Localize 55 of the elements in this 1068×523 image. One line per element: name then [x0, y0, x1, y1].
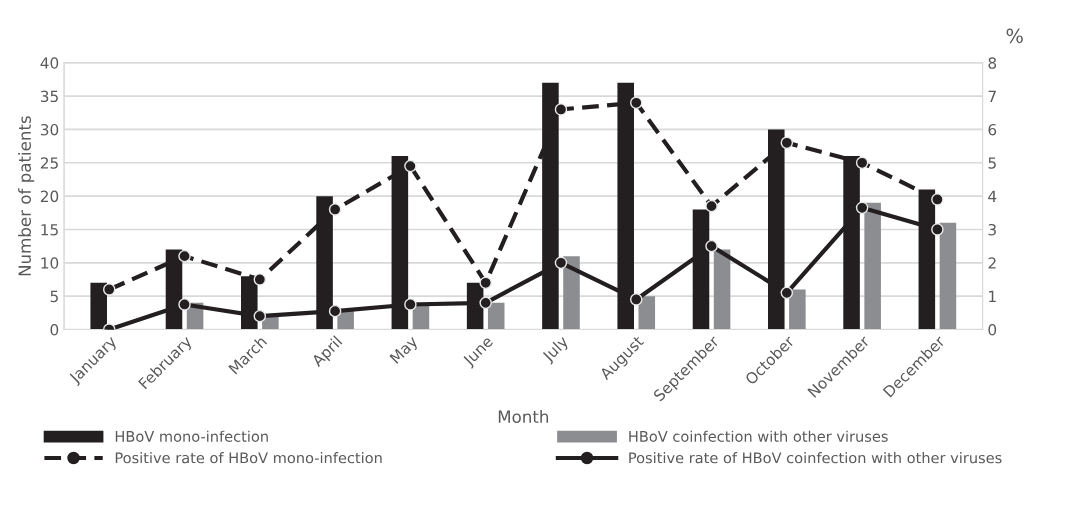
y-tick-label: 35 — [40, 90, 58, 103]
point — [404, 159, 417, 173]
point — [705, 199, 718, 213]
y2-tick-label: 0 — [988, 323, 997, 336]
y2-tick-label: 3 — [988, 223, 996, 236]
y-tick-label: 25 — [40, 157, 58, 169]
point — [780, 136, 794, 150]
y2-axis-title: % — [1006, 28, 1023, 44]
point — [554, 103, 568, 116]
point — [479, 276, 492, 290]
y-tick-label: 30 — [40, 123, 59, 136]
y-tick-label: 10 — [41, 257, 59, 269]
point — [103, 283, 116, 296]
bar — [789, 289, 806, 330]
bar — [638, 296, 656, 330]
bar — [563, 256, 580, 330]
legend-label: Positive rate of HBoV coinfection with other viruses — [629, 452, 1002, 464]
bar — [713, 249, 731, 330]
y-tick-label: 20 — [40, 190, 59, 203]
y2-tick-label: 5 — [988, 157, 996, 169]
legend-label: Positive rate of HBoV mono-infection — [115, 452, 382, 464]
y-axis-title: Number of patients — [18, 116, 35, 276]
y2-tick-label: 6 — [988, 123, 997, 136]
point — [554, 256, 568, 270]
point — [178, 249, 191, 263]
point — [404, 298, 417, 311]
bar — [864, 202, 881, 330]
point — [931, 223, 944, 236]
bar — [487, 302, 505, 330]
point — [780, 286, 794, 300]
legend-label: HBoV coinfection with other viruses — [629, 430, 888, 442]
point — [328, 304, 342, 318]
point — [629, 96, 643, 110]
y2-tick-label: 4 — [988, 190, 997, 202]
legend-label: HBoV mono-infection — [115, 430, 268, 442]
y-tick-label: 15 — [41, 224, 58, 236]
y2-tick-label: 2 — [988, 257, 996, 269]
y-tick-label: 5 — [50, 290, 58, 303]
point — [705, 239, 718, 253]
x-axis-title: Month — [498, 410, 549, 423]
point — [855, 201, 869, 215]
point — [855, 156, 869, 170]
y2-tick-label: 7 — [988, 90, 996, 102]
point — [253, 273, 267, 286]
point — [479, 296, 492, 310]
point — [253, 309, 267, 323]
point — [629, 293, 643, 306]
point — [931, 193, 944, 206]
y2-tick-label: 1 — [989, 290, 996, 302]
y2-tick-label: 8 — [988, 57, 997, 69]
y-tick-label: 40 — [40, 57, 59, 69]
bar — [939, 222, 957, 330]
point — [178, 298, 191, 311]
point — [328, 203, 342, 216]
y-tick-label: 0 — [50, 323, 59, 336]
